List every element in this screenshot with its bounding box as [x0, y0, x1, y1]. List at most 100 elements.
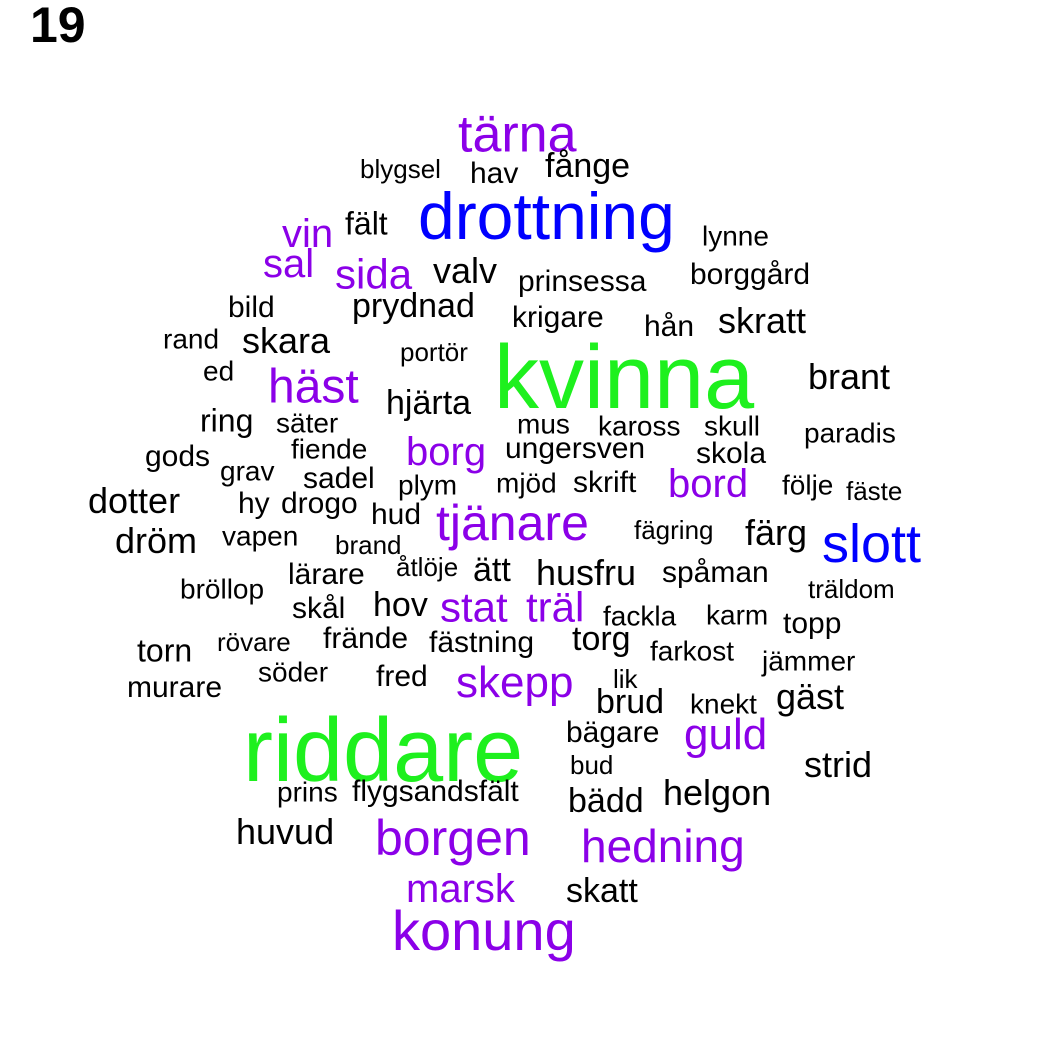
word: marsk: [406, 867, 515, 911]
word: skull: [704, 410, 761, 442]
word: flygsandsfält: [352, 775, 519, 808]
word: lik: [613, 664, 638, 695]
word: bild: [228, 291, 275, 324]
word: torn: [137, 632, 193, 669]
word: ed: [203, 355, 235, 387]
word: sida: [335, 250, 413, 298]
word: hy: [238, 487, 270, 520]
word: drottning: [418, 179, 675, 254]
word: bord: [668, 462, 749, 506]
word: prins: [277, 776, 338, 808]
word: mus: [517, 408, 570, 440]
word: dröm: [115, 520, 198, 562]
word: spåman: [662, 556, 769, 589]
word: skatt: [566, 871, 638, 910]
word: borg: [406, 430, 487, 474]
word: bröllop: [180, 573, 265, 605]
word: säter: [276, 407, 339, 439]
word: färg: [745, 512, 808, 554]
word: kaross: [598, 410, 681, 442]
word: krigare: [512, 301, 604, 334]
word: söder: [258, 656, 329, 688]
word: sal: [263, 242, 315, 286]
word: hud: [371, 498, 422, 531]
page-number: 19: [30, 0, 86, 53]
word: farkost: [650, 635, 735, 667]
word: brud: [596, 682, 665, 721]
word: häst: [268, 360, 359, 414]
word: slott: [822, 513, 922, 574]
word: fästning: [429, 626, 535, 659]
word: bädd: [568, 781, 644, 820]
word: borgen: [375, 810, 531, 866]
word: murare: [127, 671, 223, 704]
word: riddare: [243, 701, 524, 801]
word: topp: [783, 607, 842, 640]
word: knekt: [690, 688, 757, 720]
word: hov: [373, 585, 428, 624]
word: träldom: [808, 574, 895, 605]
word: borggård: [690, 258, 811, 291]
word: skrift: [573, 466, 637, 499]
word: blygsel: [360, 154, 441, 185]
word: bud: [570, 750, 614, 781]
word: mjöd: [496, 467, 557, 499]
word: vin: [282, 212, 334, 256]
word: karm: [706, 599, 769, 631]
word: husfru: [536, 552, 637, 594]
word: skara: [242, 320, 331, 362]
word: skratt: [718, 300, 807, 342]
word: brant: [808, 356, 891, 398]
word: dotter: [88, 480, 181, 522]
word: valv: [433, 250, 498, 292]
word: fägring: [634, 515, 714, 546]
word: vapen: [222, 520, 299, 552]
word: fånge: [545, 146, 631, 185]
word: fäste: [846, 476, 903, 507]
word: fält: [345, 205, 388, 242]
word: ring: [200, 402, 254, 439]
word: hån: [644, 310, 695, 343]
word: följe: [782, 469, 834, 501]
word: åtlöje: [396, 552, 459, 583]
word: grav: [220, 455, 275, 487]
word: fiende: [291, 433, 368, 465]
word: tärna: [458, 105, 577, 164]
word: portör: [400, 337, 468, 368]
word: drogo: [281, 487, 358, 520]
word: prinsessa: [518, 265, 647, 298]
word: strid: [804, 744, 873, 786]
word: torg: [572, 619, 631, 658]
word: prydnad: [352, 286, 475, 325]
word: jämmer: [762, 645, 856, 677]
word: skola: [696, 437, 767, 470]
word: rand: [163, 323, 220, 355]
word: frände: [323, 622, 409, 655]
word: helgon: [663, 772, 772, 814]
word: huvud: [236, 811, 335, 853]
word: fackla: [603, 600, 677, 632]
word: gäst: [776, 676, 845, 718]
word: träl: [526, 583, 585, 631]
word: ätt: [473, 550, 511, 589]
word: brand: [335, 530, 402, 561]
word: skepp: [456, 657, 574, 707]
word: plym: [398, 469, 458, 501]
word: sadel: [303, 462, 375, 495]
word: bägare: [566, 716, 660, 749]
word: stat: [440, 583, 508, 631]
word: fred: [376, 660, 428, 693]
word: guld: [684, 709, 768, 759]
word: hjärta: [386, 383, 472, 422]
word: lärare: [288, 558, 365, 591]
word: skål: [292, 592, 346, 625]
word: hav: [470, 157, 519, 190]
word: hedning: [581, 820, 745, 873]
word: tjänare: [436, 495, 589, 551]
word: ungersven: [505, 432, 646, 465]
word: kvinna: [494, 328, 755, 428]
word: rövare: [217, 627, 291, 658]
word: lynne: [702, 220, 769, 252]
word: konung: [392, 899, 576, 963]
